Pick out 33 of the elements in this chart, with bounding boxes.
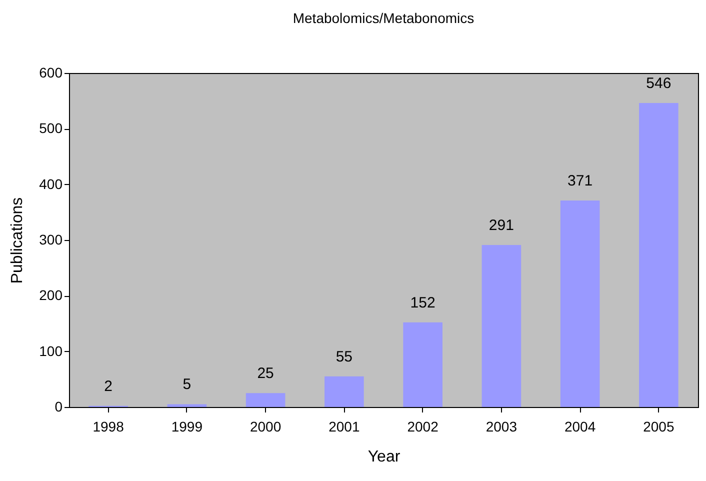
bar <box>246 393 286 407</box>
data-label: 291 <box>488 217 514 234</box>
y-axis-title: Publications <box>9 197 26 284</box>
x-tick-label: 2005 <box>643 418 674 434</box>
bar <box>639 103 678 407</box>
x-tick-label: 2000 <box>250 418 282 434</box>
data-label: 25 <box>257 365 274 382</box>
x-tick-label: 2004 <box>564 418 596 434</box>
x-tick-label: 2001 <box>328 418 360 434</box>
x-tick-label: 2002 <box>407 418 439 434</box>
x-tick-label: 2003 <box>486 418 518 434</box>
bar <box>167 404 207 407</box>
chart-title: Metabolomics/Metabonomics <box>292 10 474 26</box>
x-tick-label: 1999 <box>171 418 203 434</box>
y-tick-label: 100 <box>39 342 63 359</box>
y-tick-label: 500 <box>39 120 63 136</box>
bar <box>560 200 600 407</box>
data-label: 371 <box>568 172 593 190</box>
y-tick-label: 0 <box>54 398 63 414</box>
x-axis-title: Year <box>368 448 401 466</box>
data-label: 2 <box>104 378 112 395</box>
data-label: 5 <box>182 376 192 394</box>
x-tick-label: 1998 <box>92 418 124 434</box>
y-tick-label: 600 <box>39 64 63 80</box>
data-label: 546 <box>646 75 672 92</box>
y-tick-label: 300 <box>39 232 63 248</box>
y-tick-label: 400 <box>39 176 63 192</box>
data-label: 152 <box>410 294 436 312</box>
data-label: 55 <box>336 348 353 366</box>
bar <box>324 376 364 407</box>
y-tick-label: 200 <box>39 287 63 304</box>
bar <box>482 245 522 407</box>
bar <box>403 322 442 407</box>
